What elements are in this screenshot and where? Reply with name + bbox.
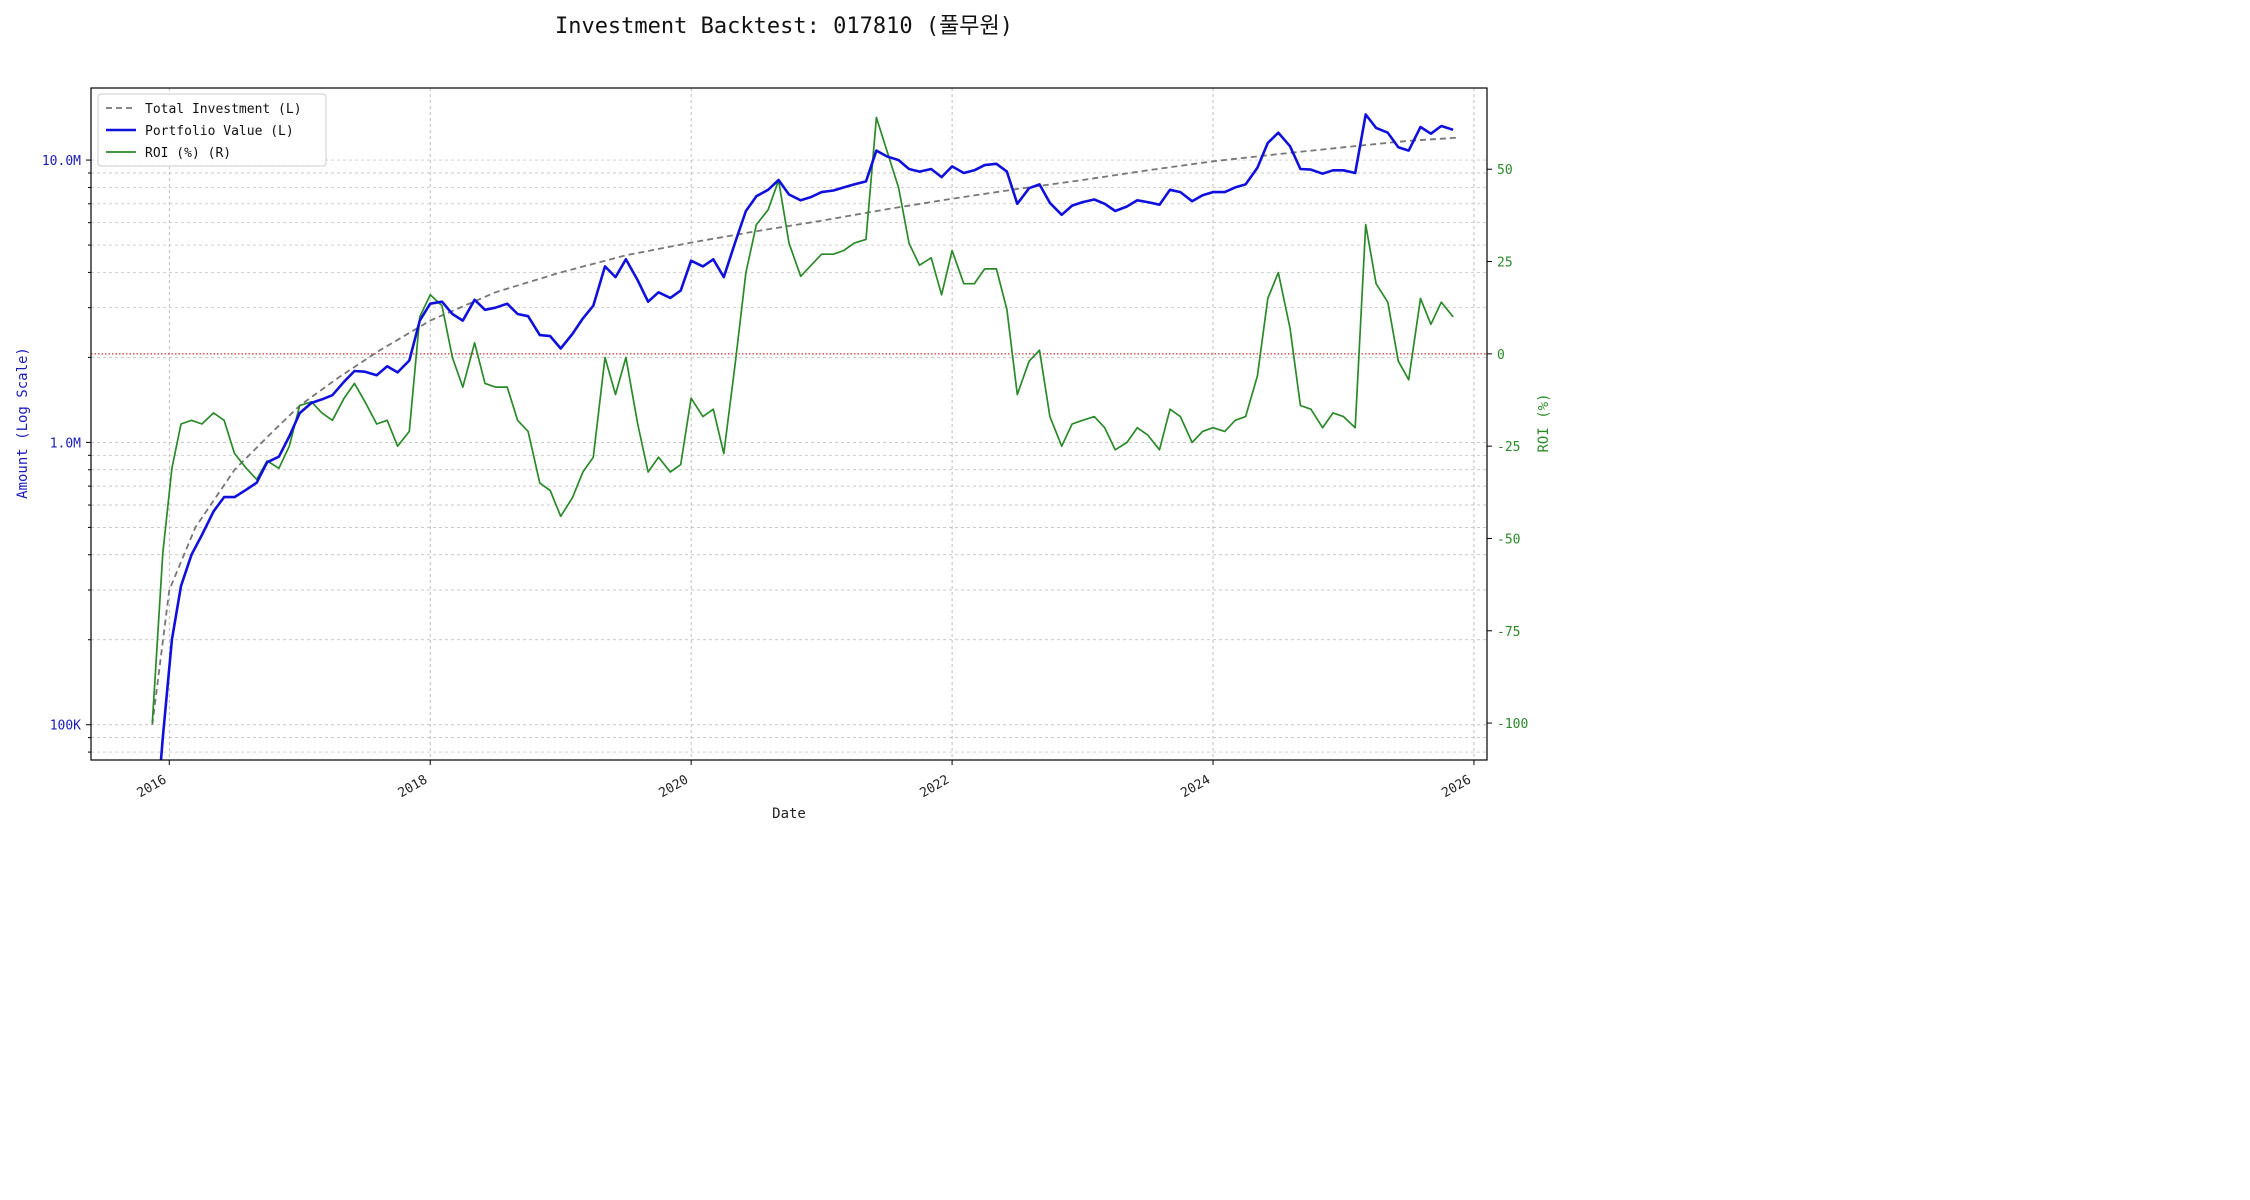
legend: Total Investment (L) Portfolio Value (L) R… [97, 93, 327, 167]
chart-title: Investment Backtest: 017810 (풀무원) [555, 14, 1013, 39]
right-tick-label: -25 [1497, 440, 1520, 455]
roi-line [151, 116, 1454, 724]
right-tick-label: -100 [1497, 717, 1528, 732]
right-tick-label: 50 [1497, 163, 1513, 178]
grid-lines [91, 88, 1487, 760]
x-axis-label: Date [772, 806, 806, 822]
chart-page: Investment Backtest: 017810 (풀무원) 2016 20… [0, 0, 1568, 836]
backtest-chart: Investment Backtest: 017810 (풀무원) 2016 20… [0, 0, 1568, 836]
right-tick-label: -75 [1497, 625, 1520, 640]
right-tick-label: -50 [1497, 532, 1520, 547]
total-investment-line [151, 136, 1458, 725]
legend-entry: Portfolio Value (L) [145, 124, 294, 139]
left-axis-label: Amount (Log Scale) [15, 347, 31, 499]
plot-frame [90, 87, 1488, 761]
series-lines [91, 113, 1487, 760]
legend-box [97, 93, 327, 167]
right-axis-label: ROI (%) [1536, 393, 1552, 452]
portfolio-value-line [159, 113, 1454, 760]
left-tick-label: 10.0M [42, 154, 81, 169]
left-tick-label: 1.0M [50, 436, 81, 451]
right-tick-label: 0 [1497, 348, 1505, 363]
legend-entry: Total Investment (L) [145, 102, 302, 117]
left-tick-label: 100K [50, 719, 81, 734]
right-tick-label: 25 [1497, 256, 1513, 271]
legend-entry: ROI (%) (R) [145, 146, 231, 161]
